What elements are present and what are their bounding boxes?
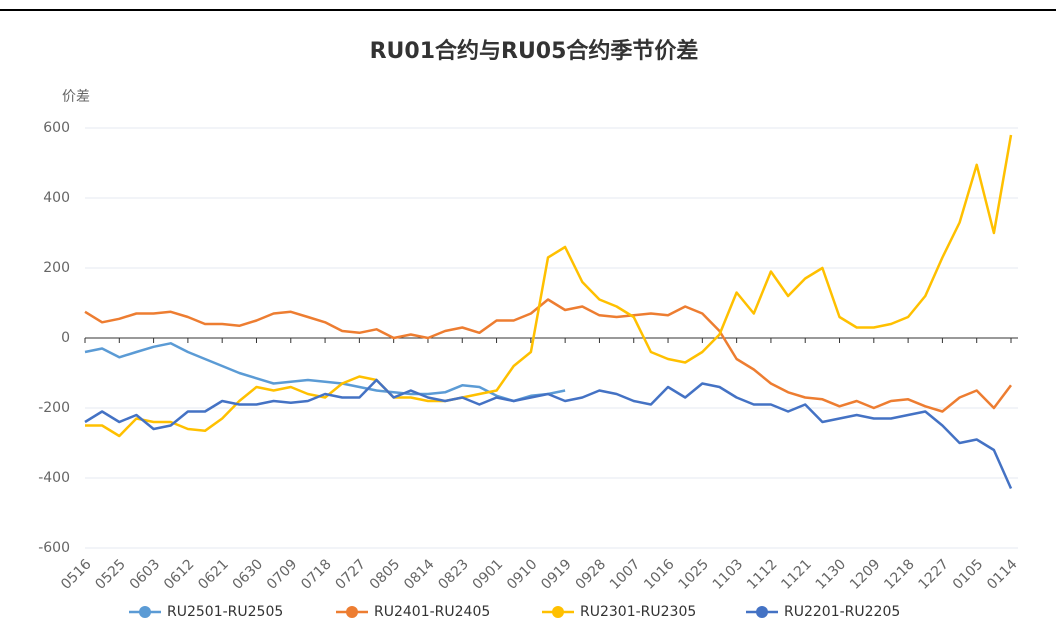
series-line [84,298,1012,413]
x-tick-label: 0727 [333,556,370,593]
x-tick-label: 0928 [573,556,610,593]
legend-label: RU2501-RU2505 [167,604,283,620]
x-tick-label: 0709 [264,556,301,593]
y-tick-label: 0 [61,330,70,346]
y-tick-label: 400 [43,190,70,206]
x-tick-label: 1209 [847,556,884,593]
y-tick-label: -200 [38,400,70,416]
x-tick-label: 0718 [298,556,335,593]
series-line [85,134,1013,438]
x-tick-label: 0910 [504,556,541,593]
legend-label: RU2401-RU2405 [374,604,490,620]
x-tick-label: 1025 [675,556,712,593]
y-tick-label: -600 [38,540,70,556]
x-tick-label: 0823 [435,556,472,593]
chart-title: RU01合约与RU05合约季节价差 [370,38,699,64]
x-tick-label: 0901 [470,556,507,593]
y-tick-label: -400 [38,470,70,486]
y-tick-label: 600 [43,120,70,136]
x-tick-label: 0525 [92,556,129,593]
x-tick-label: 1016 [641,556,678,593]
x-tick-label: 0814 [401,556,438,593]
legend-marker [139,606,151,618]
x-tick-label: 0805 [367,556,404,593]
x-tick-label: 0105 [950,556,987,593]
x-tick-label: 0612 [161,556,198,593]
x-tick-label: 0114 [984,556,1021,593]
legend-marker [552,606,564,618]
x-tick-label: 0919 [538,556,575,593]
series-line [84,378,1013,490]
x-tick-label: 1121 [778,556,815,593]
x-tick-label: 1218 [881,556,918,593]
y-tick-label: 200 [43,260,70,276]
legend-label: RU2301-RU2305 [580,604,696,620]
x-tick-label: 1103 [710,556,747,593]
x-tick-label: 0516 [58,556,95,593]
series-line [84,342,566,403]
y-axis-label: 价差 [62,89,90,105]
x-tick-label: 1130 [813,556,850,593]
x-tick-label: 0621 [195,556,232,593]
x-tick-label: 1007 [607,556,644,593]
x-tick-label: 1227 [916,556,953,593]
legend-marker [756,606,768,618]
x-tick-label: 0630 [230,556,267,593]
legend-marker [346,606,358,618]
x-tick-label: 0603 [127,556,164,593]
x-tick-label: 1112 [744,556,781,593]
legend-label: RU2201-RU2205 [784,604,900,620]
